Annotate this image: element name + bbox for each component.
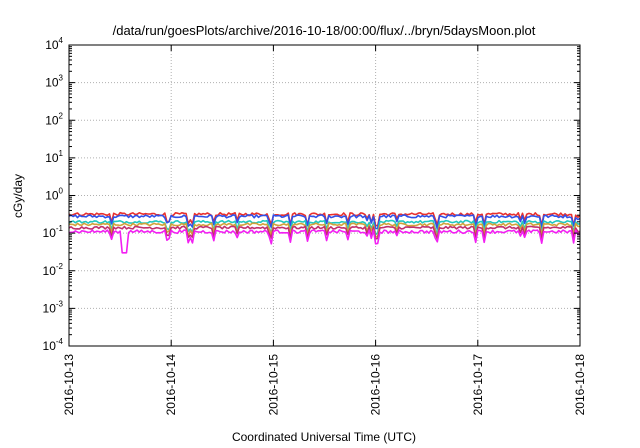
chart-title: /data/run/goesPlots/archive/2016-10-18/0… [113,23,536,38]
x-axis-ticks: 2016-10-13 2016-10-14 2016-10-15 2016-10-16… [62,45,587,415]
x-tick-label: 2016-10-14 [164,354,178,416]
series-line [68,222,581,239]
y-axis-ticks: 10-4 10-3 10-2 10-1 100 101 102 103 104 [43,36,580,353]
series-line [68,225,580,240]
series-line [68,229,581,254]
y-tick-label: 10-3 [43,299,64,315]
series-line [68,214,581,230]
y-tick-label: 10-1 [43,224,64,240]
data-series [68,211,581,254]
x-tick-label: 2016-10-15 [266,354,280,416]
grid-lines [69,45,580,346]
y-tick-label: 101 [45,149,63,165]
y-tick-label: 10-4 [43,337,64,353]
y-tick-label: 100 [45,187,63,203]
y-tick-label: 104 [45,36,63,52]
y-axis-label: cGy/day [11,174,25,218]
y-tick-label: 102 [45,111,63,127]
y-tick-label: 103 [45,74,63,90]
x-axis-label: Coordinated Universal Time (UTC) [232,430,416,444]
series-line [68,219,581,236]
x-tick-label: 2016-10-13 [62,354,76,416]
x-tick-label: 2016-10-18 [573,354,587,416]
series-line [68,211,581,227]
x-tick-label: 2016-10-16 [369,354,383,416]
x-tick-label: 2016-10-17 [471,354,485,416]
y-tick-label: 10-2 [43,262,64,278]
